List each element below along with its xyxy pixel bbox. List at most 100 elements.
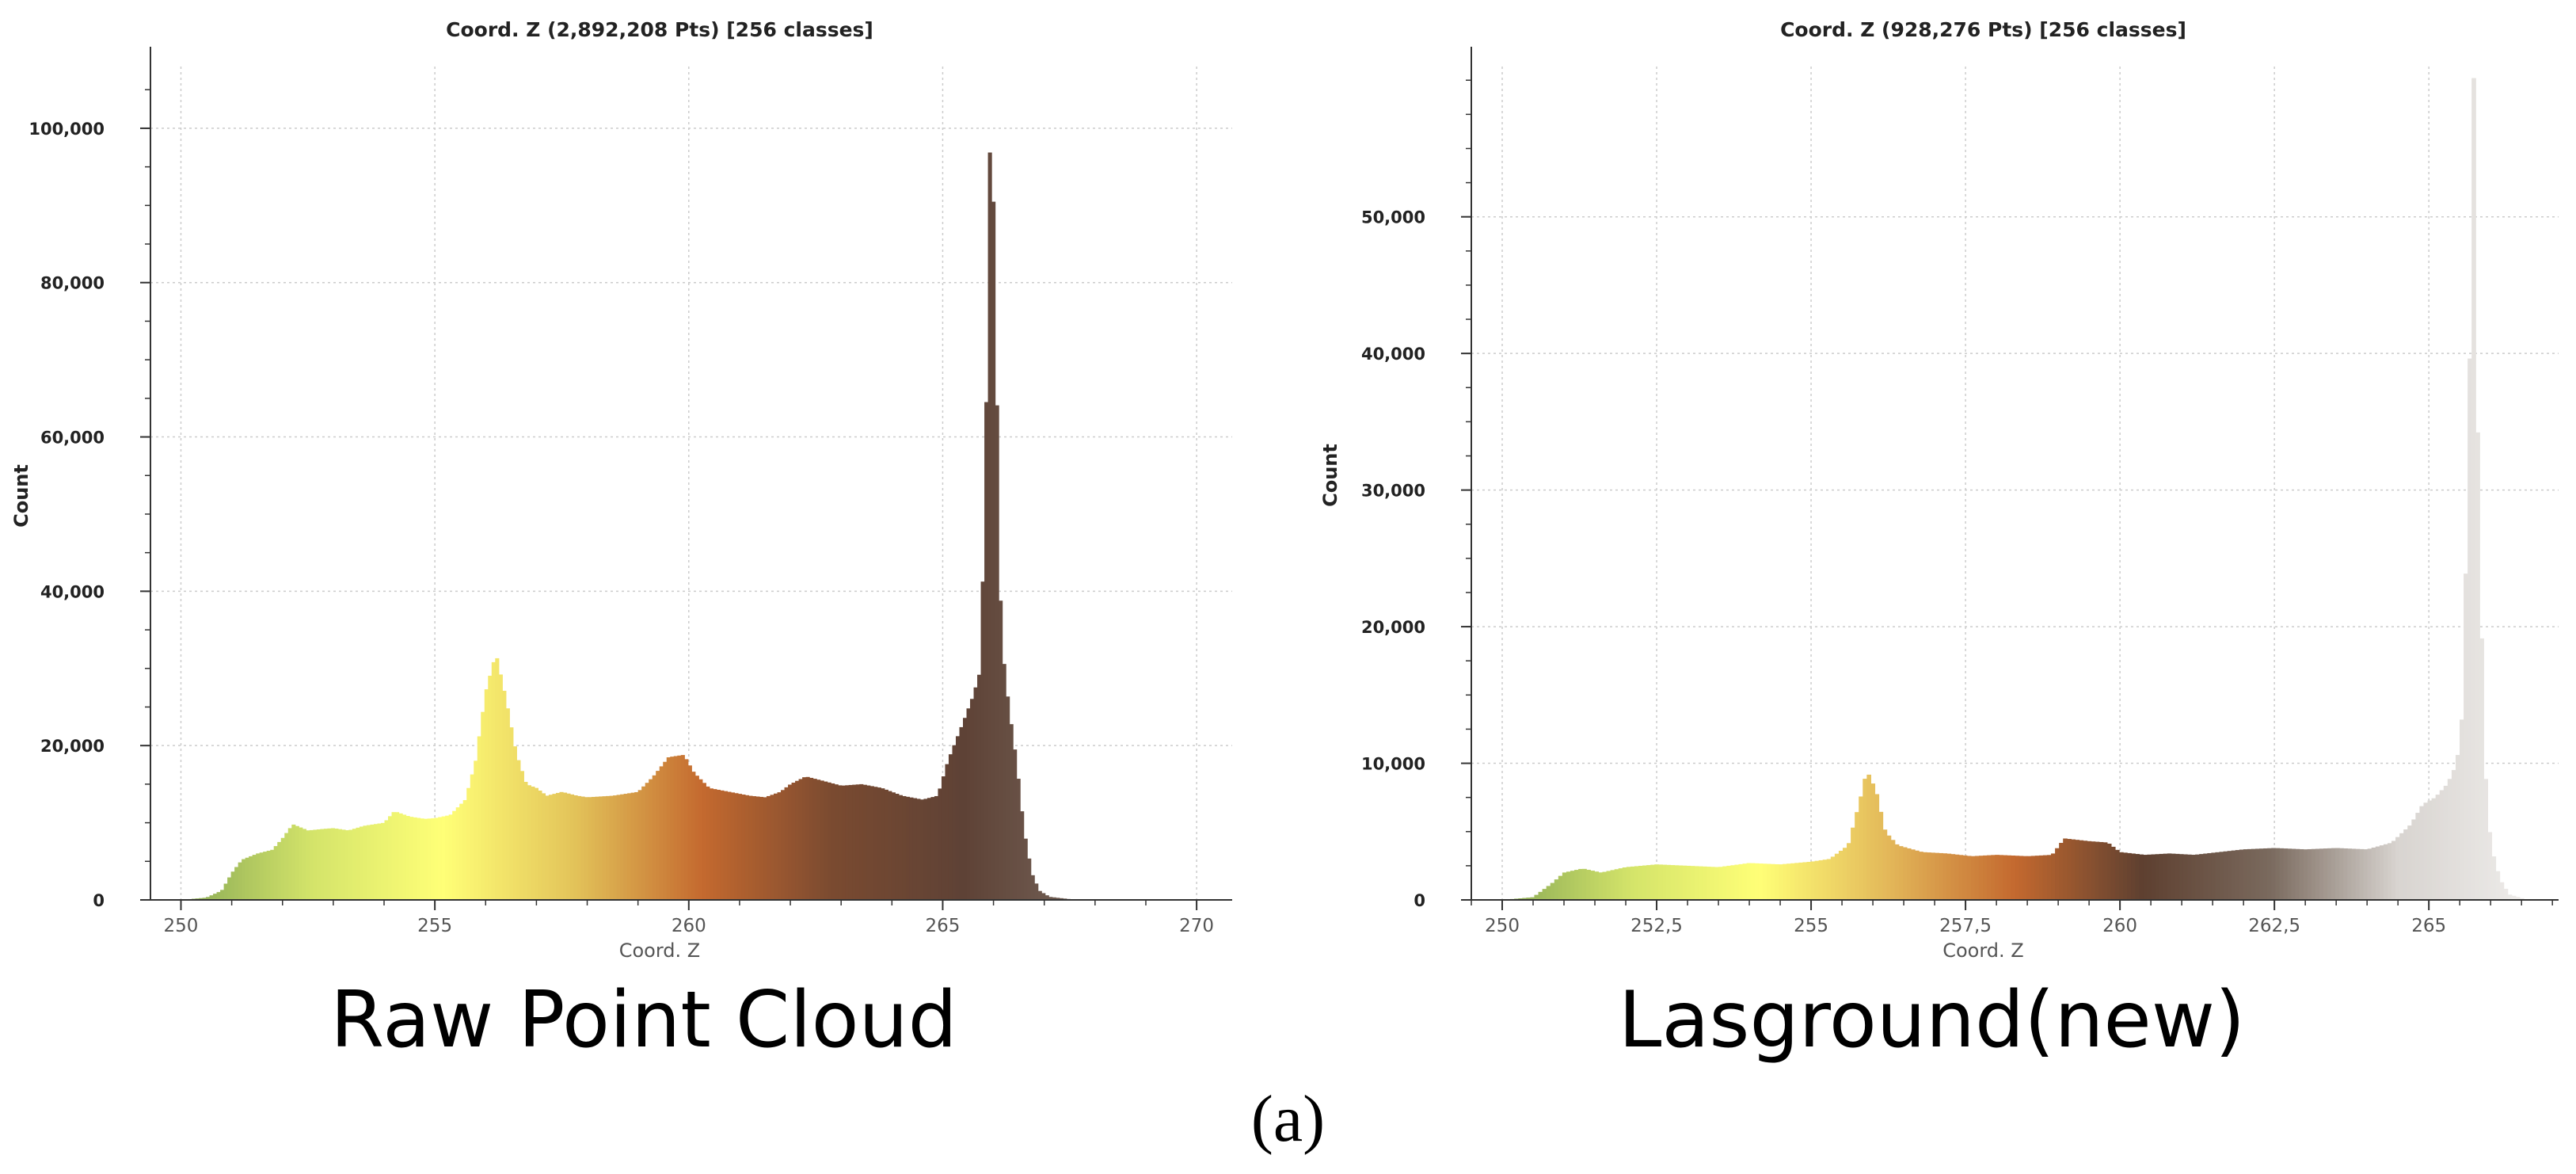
- histogram-bar: [938, 788, 942, 900]
- histogram-bar: [1970, 856, 1976, 900]
- histogram-bar: [1946, 853, 1952, 900]
- histogram-bar: [1758, 863, 1764, 900]
- histogram-bar: [744, 795, 750, 900]
- histogram-bar: [905, 796, 910, 900]
- histogram-bar: [2030, 856, 2036, 900]
- histogram-bar: [2471, 78, 2476, 900]
- histogram-bar: [2247, 848, 2252, 900]
- x-tick-label: 260: [672, 916, 706, 936]
- histogram-bar: [873, 787, 878, 900]
- histogram-bar: [341, 829, 346, 900]
- histogram-bar: [2315, 848, 2320, 900]
- histogram-bar: [2339, 848, 2344, 900]
- histogram-bar: [1783, 863, 1787, 900]
- histogram-bar: [716, 789, 721, 900]
- histogram-bar: [2295, 848, 2300, 900]
- histogram-bars: [181, 152, 1096, 900]
- histogram-bar: [755, 796, 760, 900]
- histogram-bar: [2375, 846, 2380, 900]
- histogram-bar: [2259, 848, 2264, 900]
- histogram-bar: [2283, 848, 2289, 900]
- histogram-bar: [2102, 842, 2108, 900]
- histogram-bar: [1987, 855, 1992, 900]
- histogram-bar: [562, 792, 568, 900]
- histogram-bar: [859, 783, 864, 900]
- histogram-bar: [438, 817, 443, 900]
- histogram-bar: [720, 790, 725, 900]
- histogram-bar: [577, 795, 582, 900]
- histogram-bar: [388, 816, 393, 900]
- histogram-bar: [788, 784, 793, 900]
- histogram-bar: [2355, 848, 2361, 900]
- histogram-bar: [2395, 837, 2400, 900]
- histogram-bar: [2191, 855, 2196, 900]
- histogram-bar: [781, 790, 786, 900]
- histogram-bar: [1009, 724, 1014, 900]
- histogram-bar: [1594, 871, 1600, 900]
- histogram-bar: [1622, 867, 1627, 900]
- histogram-bar: [884, 789, 888, 900]
- x-tick-label: 252,5: [1630, 916, 1683, 936]
- histogram-bar: [2227, 851, 2232, 900]
- histogram-bar: [1842, 848, 1847, 900]
- histogram-bar: [1006, 696, 1010, 900]
- histogram-bar: [670, 757, 675, 900]
- histogram-bar: [1766, 863, 1771, 900]
- histogram-bar: [766, 795, 771, 900]
- x-tick-label: 250: [164, 916, 199, 936]
- histogram-bar: [2487, 832, 2493, 900]
- histogram-bar: [2219, 852, 2224, 900]
- histogram-bar: [2455, 755, 2460, 900]
- histogram-bar: [280, 837, 285, 900]
- histogram-bar: [2343, 848, 2348, 900]
- histogram-bar: [1983, 855, 1988, 900]
- histogram-bar: [2182, 854, 2188, 900]
- histogram-bar: [352, 829, 357, 900]
- histogram-bar: [1706, 867, 1711, 900]
- histogram-bar: [816, 779, 821, 900]
- histogram-bar: [334, 828, 339, 900]
- histogram-bar: [2167, 853, 2172, 900]
- histogram-bar: [2042, 855, 2048, 900]
- histogram-bar: [313, 829, 318, 900]
- histogram-bar: [1662, 864, 1668, 900]
- y-tick-label: 50,000: [1361, 208, 1425, 227]
- histogram-bar: [424, 818, 428, 900]
- histogram-bar: [1650, 864, 1655, 900]
- histogram-bar: [652, 775, 656, 900]
- histogram-bar: [1931, 852, 1935, 900]
- histogram-bar: [413, 817, 417, 900]
- histogram-bar: [2459, 719, 2464, 900]
- histogram-bar: [259, 852, 264, 900]
- histogram-bar: [2391, 840, 2396, 900]
- histogram-bar: [356, 827, 360, 900]
- histogram-bar: [2427, 800, 2433, 900]
- histogram-bar: [1027, 858, 1032, 900]
- histogram-bar: [1962, 855, 1968, 900]
- y-tick-label: 0: [93, 891, 105, 910]
- histogram-bar: [602, 796, 607, 900]
- histogram-bar: [466, 787, 471, 900]
- histogram-bar: [2515, 897, 2521, 900]
- histogram-bar: [2147, 854, 2152, 900]
- histogram-bar: [1690, 866, 1695, 900]
- histogram-bar: [1927, 852, 1931, 900]
- histogram-bar: [2131, 853, 2136, 900]
- histogram-bar: [366, 825, 371, 900]
- histogram-bar: [1942, 853, 1948, 900]
- histogram-bar: [431, 818, 436, 900]
- histogram-bar: [1626, 867, 1631, 900]
- histogram-bar: [2423, 802, 2429, 900]
- histogram-bar: [299, 827, 303, 900]
- histogram-bar: [2495, 871, 2501, 900]
- histogram-bar: [309, 829, 314, 900]
- histogram-bar: [1530, 897, 1535, 900]
- histogram-bar: [1678, 865, 1684, 900]
- histogram-bar: [1041, 893, 1046, 900]
- histogram-bar: [1898, 846, 1904, 900]
- histogram-bar: [784, 787, 789, 900]
- histogram-bar: [1814, 860, 1820, 900]
- histogram-bar: [323, 829, 328, 900]
- histogram-bar: [2203, 853, 2208, 900]
- histogram-bar: [1562, 872, 1567, 900]
